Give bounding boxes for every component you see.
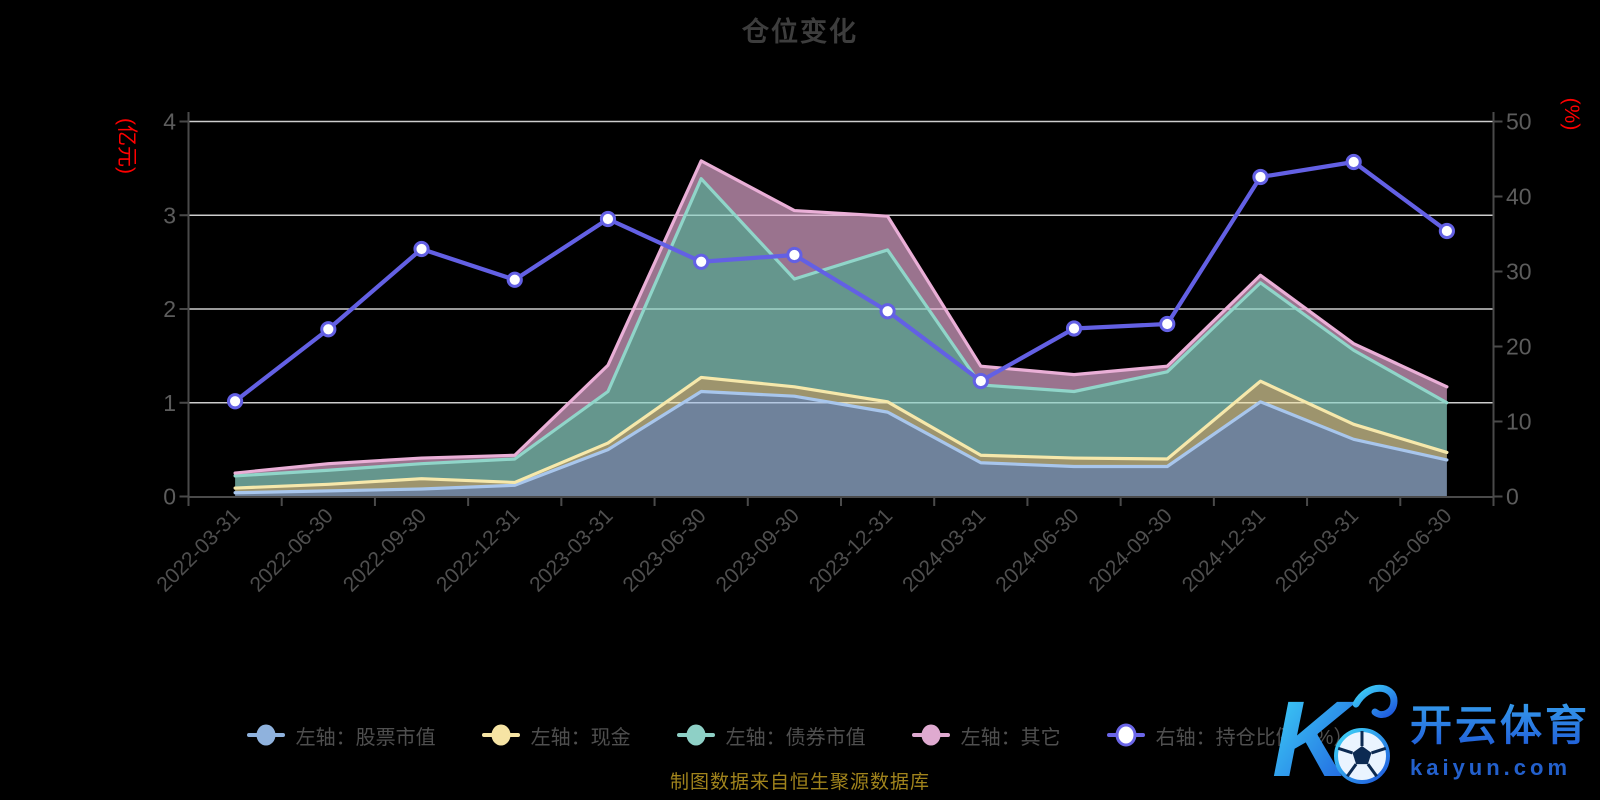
x-tick-label: 2024-06-30 <box>991 504 1083 596</box>
x-tick-label: 2022-03-31 <box>152 504 244 596</box>
axes <box>179 112 1503 506</box>
right-tick-label: 50 <box>1506 109 1532 135</box>
right-tick-label: 0 <box>1506 484 1519 510</box>
watermark-text: 开云体育 kaiyun.com <box>1410 692 1590 781</box>
legend-label: 左轴：股票市值 <box>295 726 436 749</box>
stacked-area-series <box>233 159 1449 497</box>
legend-item-1[interactable]: 左轴：现金 <box>481 721 631 750</box>
legend-marker-line <box>246 724 285 746</box>
x-tick-label: 2024-03-31 <box>898 504 990 596</box>
ratio-marker <box>320 321 337 338</box>
left-tick-label: 2 <box>163 296 176 322</box>
data-source-note: 制图数据来自恒生聚源数据库 <box>669 771 930 793</box>
legend-marker-line <box>1106 723 1145 747</box>
x-tick-label: 2022-06-30 <box>246 504 338 596</box>
ratio-marker <box>879 303 896 320</box>
legend-marker-line <box>911 724 950 746</box>
chart-title: 仓位变化 <box>742 17 858 47</box>
legend-marker-dot <box>491 724 511 746</box>
ratio-marker <box>227 393 244 410</box>
x-tick-label: 2024-12-31 <box>1178 504 1270 596</box>
legend-item-0[interactable]: 左轴：股票市值 <box>246 721 436 750</box>
ratio-marker <box>1159 315 1176 333</box>
kaiyun-logo: K <box>1272 678 1398 796</box>
ratio-marker <box>599 210 617 228</box>
x-axis-tick-labels: 2022-03-31 2022-06-30 2022-09-30 2022-12-31… <box>152 504 1456 596</box>
area-band <box>235 160 1447 476</box>
ratio-marker <box>413 240 430 258</box>
right-tick-label: 30 <box>1506 259 1532 285</box>
right-tick-label: 20 <box>1506 334 1532 360</box>
legend-marker-dot <box>1115 723 1137 747</box>
watermark-brand-text: 开云体育 <box>1410 692 1590 753</box>
ratio-marker <box>786 246 803 264</box>
area-border <box>233 177 1449 478</box>
area-border <box>233 389 1449 495</box>
legend-item-2[interactable]: 左轴：债券市值 <box>676 721 866 750</box>
ratio-marker <box>1345 153 1362 171</box>
legend: 左轴：股票市值 左轴：现金 左轴：债券市值 左轴：其它 右轴：持仓比例（%） <box>0 714 1600 756</box>
ratio-marker <box>506 271 523 288</box>
x-tick-label: 2023-06-30 <box>618 504 710 596</box>
legend-label: 左轴：其它 <box>960 726 1061 749</box>
ratio-marker <box>1438 222 1455 240</box>
legend-marker-line <box>481 724 520 746</box>
legend-label: 左轴：债券市值 <box>725 726 866 749</box>
x-tick-label: 2024-09-30 <box>1085 504 1177 596</box>
left-tick-label: 3 <box>163 202 176 228</box>
x-tick-label: 2022-12-31 <box>432 504 524 596</box>
area-band <box>235 178 1447 489</box>
area-band <box>235 377 1447 493</box>
ratio-marker <box>1065 320 1083 337</box>
legend-item-3[interactable]: 左轴：其它 <box>911 721 1061 750</box>
x-tick-label: 2025-03-31 <box>1271 504 1363 596</box>
x-tick-label: 2022-09-30 <box>339 504 431 596</box>
area-band <box>235 391 1447 497</box>
football-icon <box>1333 728 1390 784</box>
x-tick-label: 2023-12-31 <box>805 504 897 596</box>
area-border <box>233 159 1449 475</box>
ratio-line <box>233 159 1449 404</box>
right-tick-label: 40 <box>1506 184 1532 210</box>
legend-item-4[interactable]: 右轴：持仓比例（%） <box>1106 721 1354 750</box>
legend-marker-line <box>676 724 715 746</box>
ratio-marker <box>1252 168 1269 186</box>
legend-marker-dot <box>921 724 941 746</box>
right-tick-label: 10 <box>1506 409 1532 435</box>
x-tick-label: 2023-09-30 <box>712 504 804 596</box>
watermark-domain-text: kaiyun.com <box>1409 754 1572 780</box>
legend-marker-dot <box>686 724 706 746</box>
x-tick-label: 2023-03-31 <box>525 504 617 596</box>
x-tick-label: 2025-06-30 <box>1364 504 1456 596</box>
left-tick-label: 0 <box>163 484 176 510</box>
legend-label: 右轴：持仓比例（%） <box>1155 726 1354 749</box>
logo-swirl <box>1352 684 1398 718</box>
ratio-marker <box>972 372 989 390</box>
area-border <box>233 375 1449 490</box>
legend-label: 左轴：现金 <box>530 726 631 749</box>
ratio-marker <box>693 253 710 270</box>
ratio-line-series <box>227 153 1455 410</box>
left-tick-label: 1 <box>163 390 176 416</box>
legend-marker-dot <box>256 724 276 746</box>
left-tick-label: 4 <box>163 109 176 135</box>
kaiyun-watermark: K 开云体育 kaiyun.com <box>1272 676 1590 796</box>
